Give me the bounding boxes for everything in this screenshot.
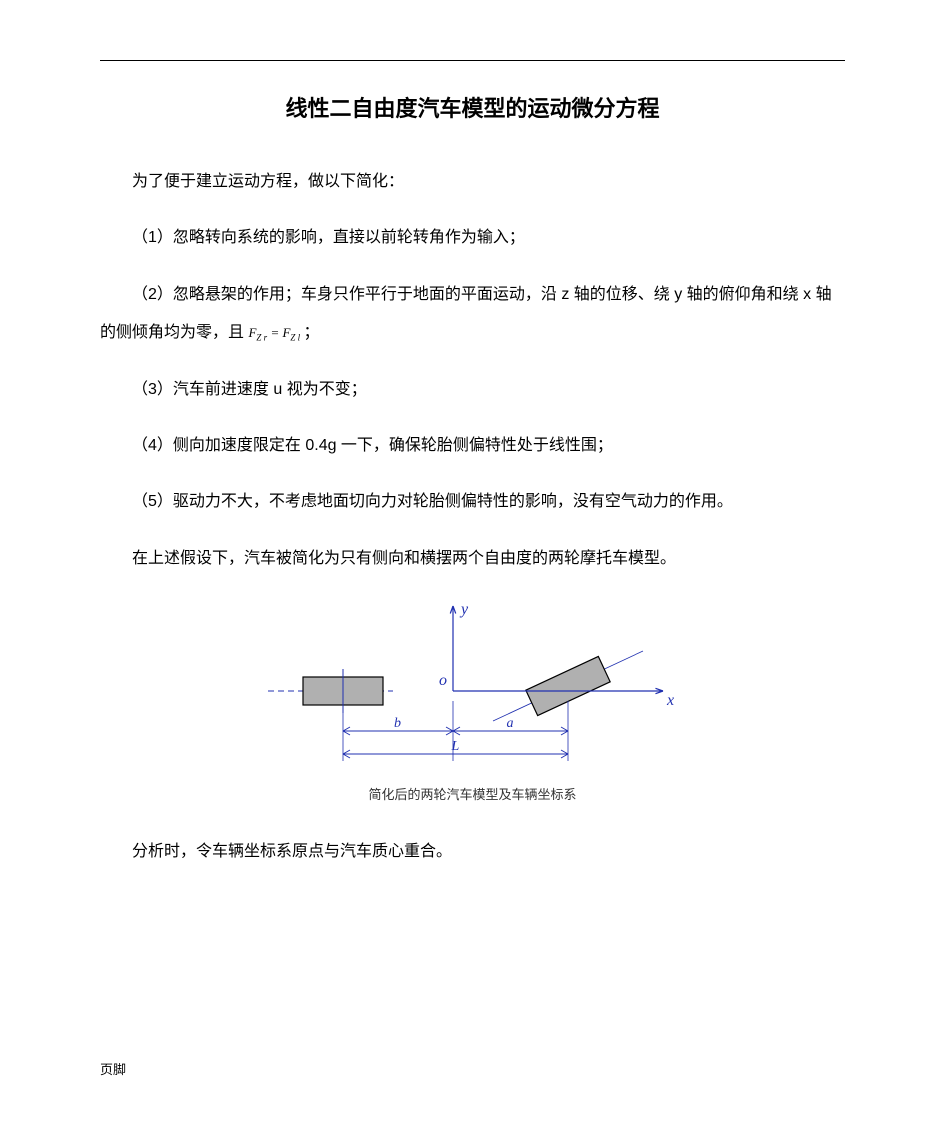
figure-container: y x o b a L 简化后的两轮汽车模型及车辆坐标系 <box>100 596 845 803</box>
vehicle-model-diagram: y x o b a L <box>263 596 683 771</box>
list-item-2: （2）忽略悬架的作用；车身只作平行于地面的平面运动，沿 z 轴的位移、绕 y 轴… <box>100 276 845 353</box>
formula-sub-left: Z r <box>256 332 267 342</box>
figure-caption: 简化后的两轮汽车模型及车辆坐标系 <box>100 784 845 803</box>
svg-text:L: L <box>450 739 459 754</box>
list-item-3: （3）汽车前进速度 u 视为不变； <box>100 371 845 409</box>
closing-paragraph: 分析时，令车辆坐标系原点与汽车质心重合。 <box>100 833 845 871</box>
formula-sub-right: Z l <box>290 332 300 342</box>
page-footer: 页脚 <box>100 1059 126 1078</box>
svg-text:x: x <box>666 692 674 709</box>
svg-text:o: o <box>439 672 447 689</box>
summary-paragraph: 在上述假设下，汽车被简化为只有侧向和横摆两个自由度的两轮摩托车模型。 <box>100 540 845 578</box>
item2-text-b: ； <box>303 324 319 341</box>
intro-paragraph: 为了便于建立运动方程，做以下简化： <box>100 163 845 201</box>
header-rule <box>100 60 845 61</box>
document-page: 线性二自由度汽车模型的运动微分方程 为了便于建立运动方程，做以下简化： （1）忽… <box>0 0 945 1123</box>
svg-text:y: y <box>459 601 469 618</box>
page-title: 线性二自由度汽车模型的运动微分方程 <box>100 91 845 123</box>
formula-eq: = <box>267 325 282 340</box>
inline-formula: FZ r = FZ l <box>248 325 303 340</box>
item2-text-a: （2）忽略悬架的作用；车身只作平行于地面的平面运动，沿 z 轴的位移、绕 y 轴… <box>100 286 832 341</box>
svg-text:a: a <box>506 716 513 731</box>
list-item-4: （4）侧向加速度限定在 0.4g 一下，确保轮胎侧偏特性处于线性围； <box>100 427 845 465</box>
svg-text:b: b <box>394 716 401 731</box>
list-item-5: （5）驱动力不大，不考虑地面切向力对轮胎侧偏特性的影响，没有空气动力的作用。 <box>100 483 845 521</box>
list-item-1: （1）忽略转向系统的影响，直接以前轮转角作为输入； <box>100 219 845 257</box>
